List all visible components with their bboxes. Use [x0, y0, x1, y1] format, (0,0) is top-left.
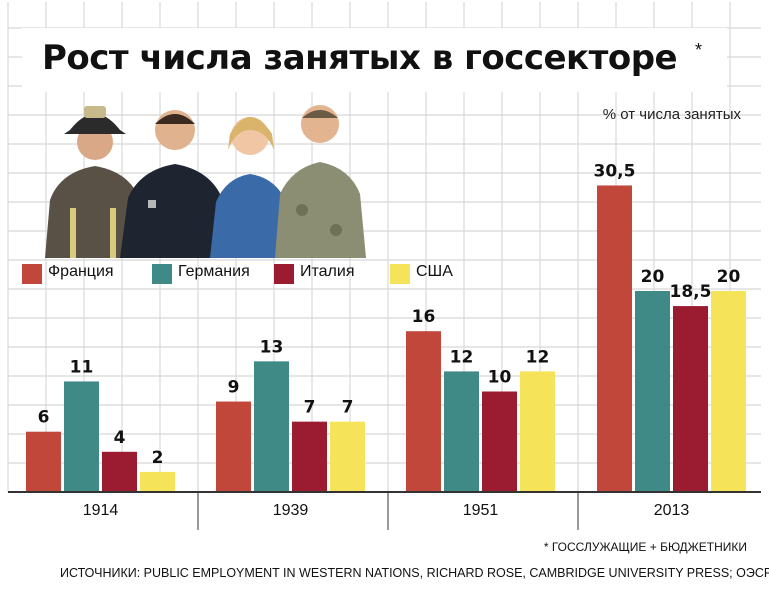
- firefighter-figure: [45, 106, 144, 258]
- unit-label: % от числа занятых: [602, 106, 741, 123]
- bar-germany-1914: [64, 381, 99, 492]
- legend-label-france: Франция: [48, 263, 114, 280]
- chart-title: Рост числа занятых в госсекторе: [42, 38, 678, 78]
- x-tick-label-1951: 1951: [463, 502, 499, 519]
- legend-label-italy: Италия: [300, 263, 355, 280]
- bar-usa-1951: [520, 371, 555, 492]
- bar-usa-2013: [711, 291, 746, 492]
- bar-usa-1939: [330, 421, 365, 492]
- value-label-italy-1939: 7: [304, 398, 316, 418]
- footnote: * ГОССЛУЖАЩИЕ + БЮДЖЕТНИКИ: [543, 540, 747, 554]
- bar-italy-2013: [673, 306, 708, 492]
- bar-italy-1951: [482, 391, 517, 492]
- value-label-germany-2013: 20: [641, 267, 665, 287]
- legend-swatch-usa: [390, 264, 410, 284]
- bar-france-1914: [26, 431, 61, 492]
- title-box: [22, 28, 727, 92]
- value-label-germany-1939: 13: [260, 337, 284, 357]
- value-label-france-1914: 6: [38, 408, 50, 428]
- legend-swatch-germany: [152, 264, 172, 284]
- workers-illustration: [45, 105, 366, 258]
- legend-swatch-italy: [274, 264, 294, 284]
- bar-italy-1939: [292, 421, 327, 492]
- bar-france-1951: [406, 331, 441, 492]
- value-label-france-1939: 9: [228, 378, 240, 398]
- bar-france-2013: [597, 185, 632, 492]
- bar-france-1939: [216, 401, 251, 492]
- value-label-italy-1914: 4: [114, 428, 126, 448]
- bars: [26, 185, 746, 492]
- x-axis: 1914 1939 1951 2013: [8, 491, 761, 530]
- nurse-figure: [210, 117, 290, 258]
- legend-label-germany: Германия: [178, 263, 250, 280]
- value-label-france-2013: 30,5: [594, 161, 636, 181]
- value-label-usa-2013: 20: [717, 267, 741, 287]
- value-label-germany-1951: 12: [450, 347, 474, 367]
- bar-usa-1914: [140, 471, 175, 492]
- bar-germany-1951: [444, 371, 479, 492]
- legend-swatch-france: [22, 264, 42, 284]
- value-label-france-1951: 16: [412, 307, 436, 327]
- x-tick-label-1939: 1939: [273, 502, 309, 519]
- value-label-germany-1914: 11: [70, 357, 94, 377]
- value-label-italy-2013: 18,5: [670, 282, 712, 302]
- legend-label-usa: США: [416, 263, 453, 280]
- soldier-figure: [275, 105, 366, 258]
- value-label-usa-1914: 2: [152, 448, 164, 468]
- bar-germany-1939: [254, 361, 289, 492]
- x-tick-label-2013: 2013: [654, 502, 690, 519]
- value-label-italy-1951: 10: [488, 368, 512, 388]
- value-label-usa-1939: 7: [342, 398, 354, 418]
- bar-germany-2013: [635, 291, 670, 492]
- title-footnote-marker: *: [695, 40, 703, 60]
- x-tick-label-1914: 1914: [83, 502, 119, 519]
- police-officer-figure: [120, 110, 230, 258]
- value-label-usa-1951: 12: [526, 347, 550, 367]
- sources: ИСТОЧНИКИ: PUBLIC EMPLOYMENT IN WESTERN …: [60, 566, 769, 580]
- bar-italy-1914: [102, 451, 137, 492]
